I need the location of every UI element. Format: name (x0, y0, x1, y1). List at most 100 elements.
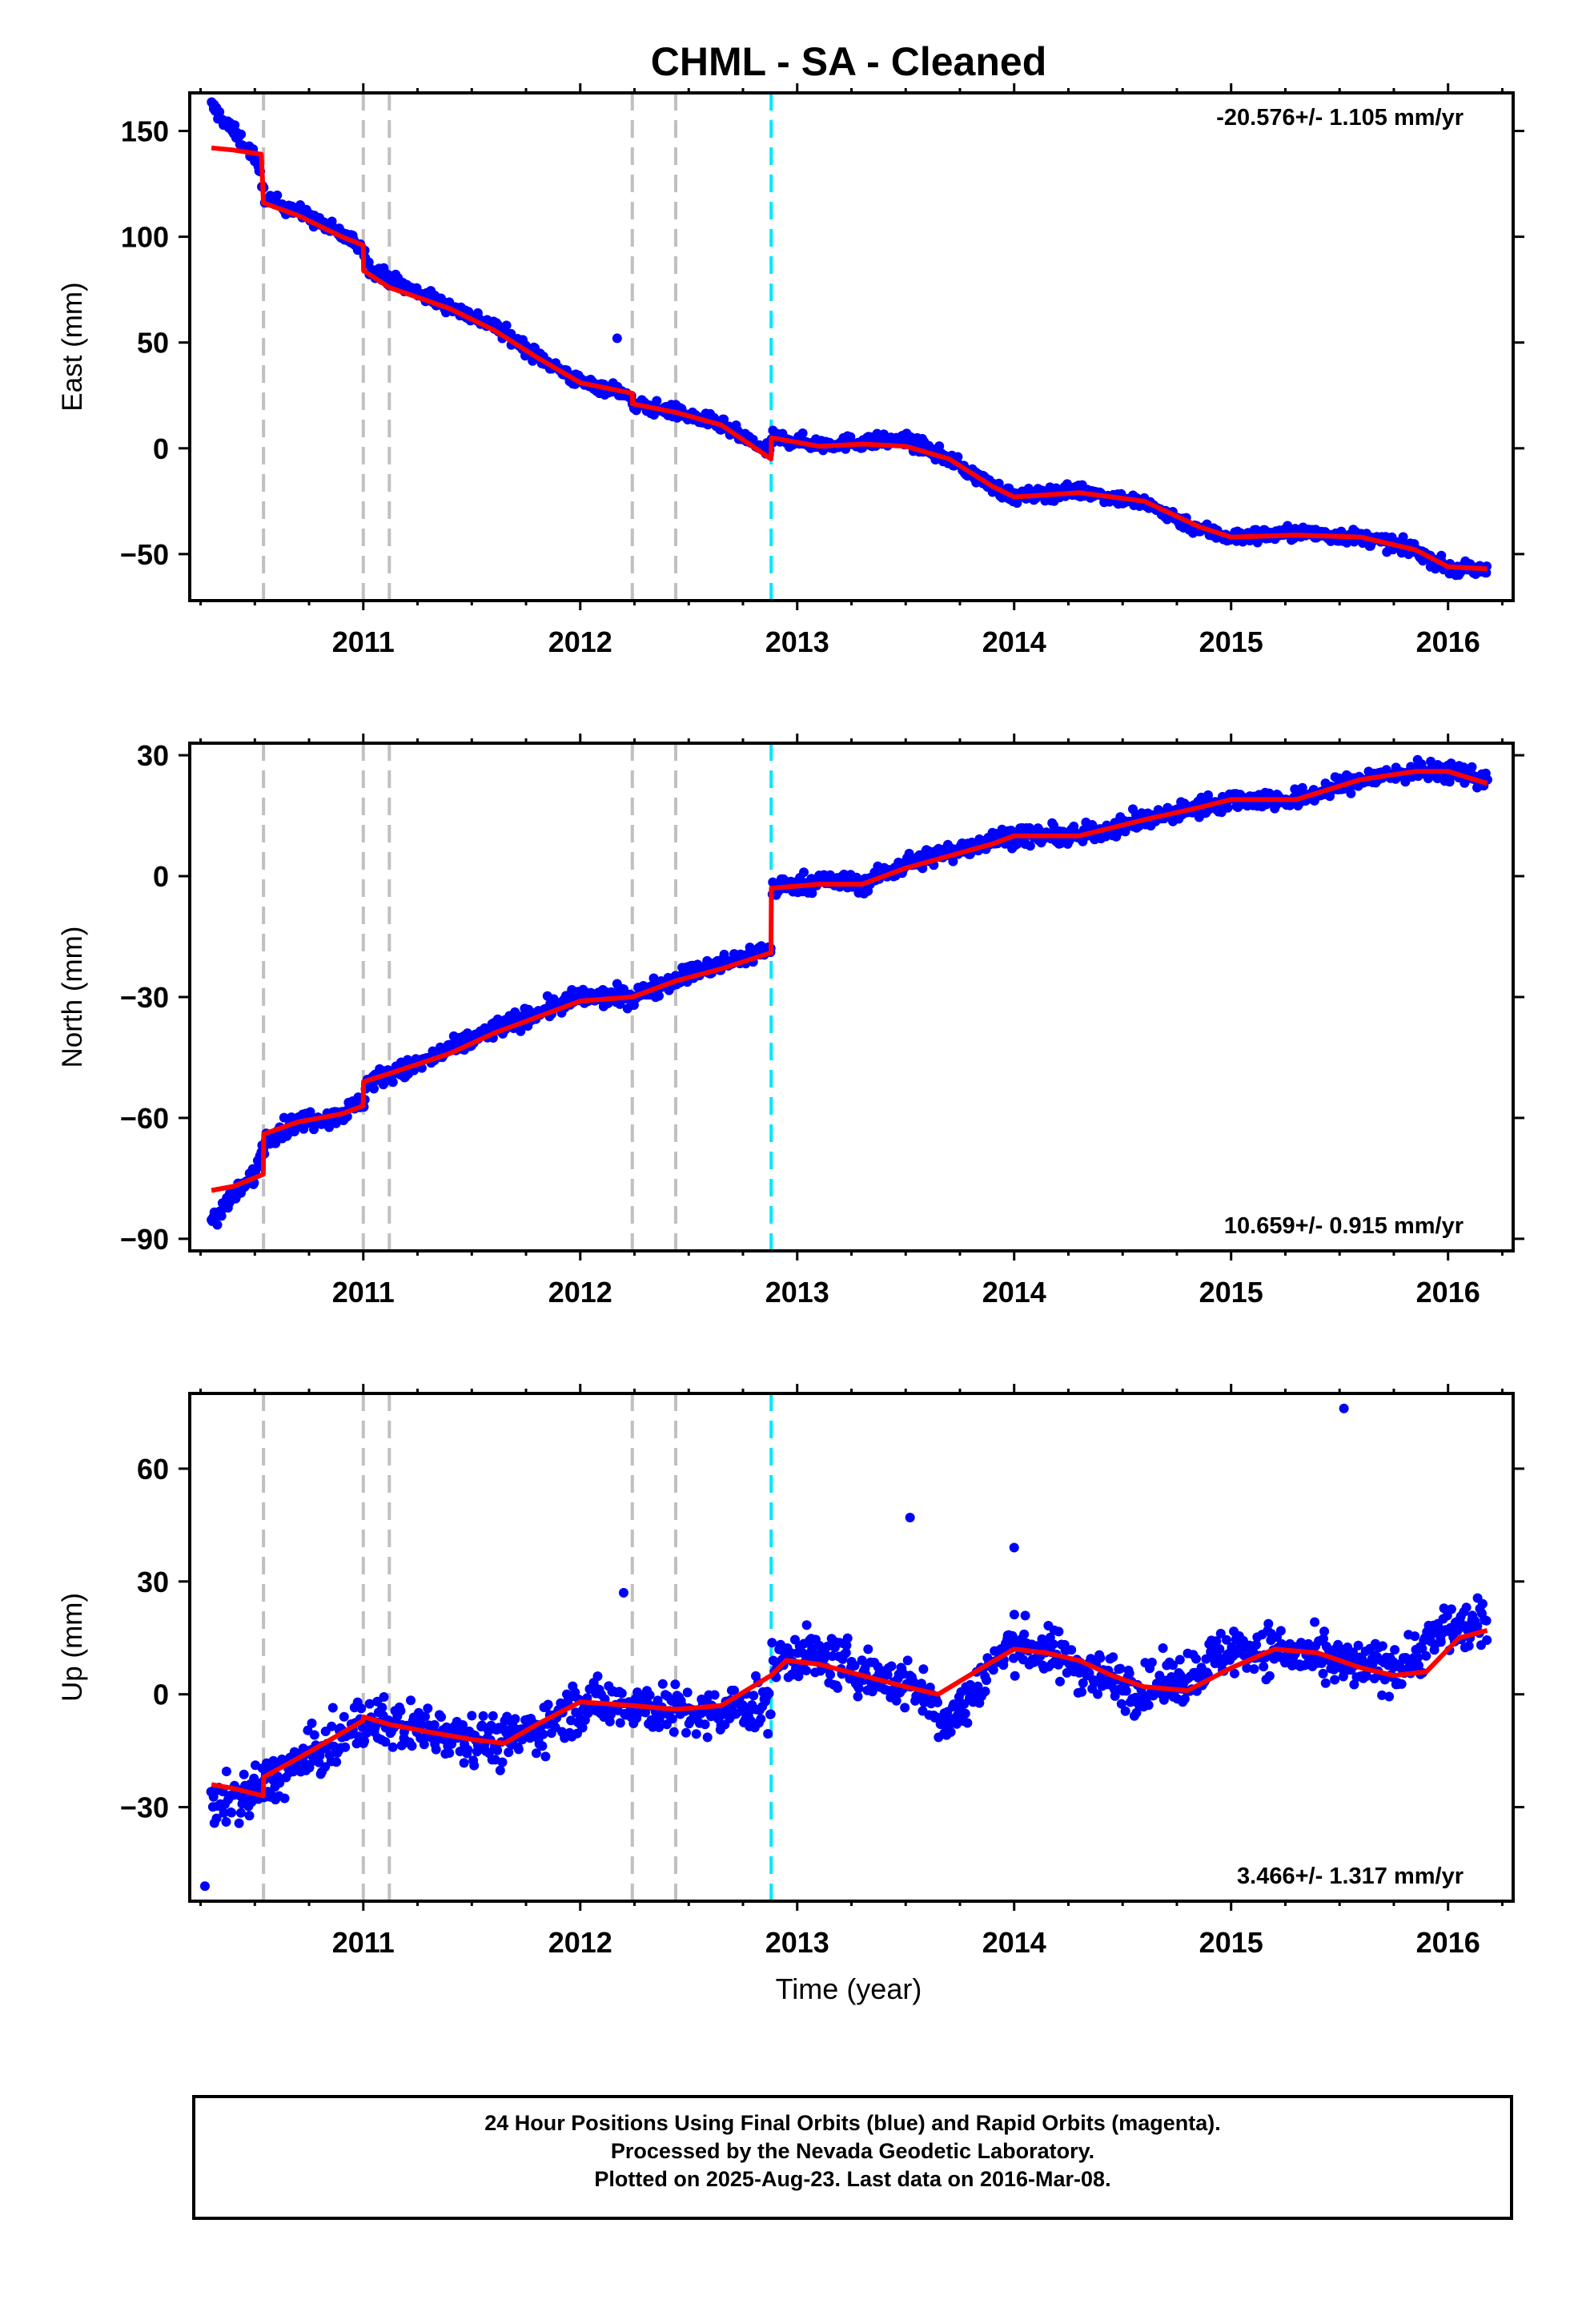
outlier-point (199, 1881, 210, 1892)
data-point (1413, 1652, 1423, 1663)
data-point (767, 1638, 777, 1648)
data-point (540, 1751, 551, 1762)
data-point (1310, 1617, 1320, 1627)
data-point (1078, 1678, 1088, 1688)
data-point (431, 1744, 441, 1755)
data-point (1377, 1690, 1387, 1700)
data-point (340, 1742, 351, 1752)
y-tick-label: 30 (137, 739, 169, 772)
x-tick-label: 2015 (1199, 1276, 1263, 1309)
data-point (719, 414, 729, 424)
data-point (469, 1760, 480, 1771)
data-point (359, 1736, 370, 1747)
data-point (577, 1723, 588, 1733)
data-point (849, 1660, 860, 1671)
data-point (1251, 1639, 1262, 1650)
data-point (1055, 1676, 1065, 1687)
data-point (801, 1620, 812, 1630)
data-point (1121, 1686, 1131, 1696)
x-tick-label: 2013 (765, 625, 829, 658)
data-point (416, 1719, 427, 1730)
data-point (1459, 762, 1469, 773)
data-point (458, 1720, 468, 1730)
data-point (1410, 1631, 1420, 1642)
y-tick-label: −30 (120, 981, 169, 1014)
data-point (244, 1811, 255, 1821)
data-point (1464, 1641, 1474, 1651)
data-point (857, 1655, 867, 1666)
data-point (1435, 1637, 1446, 1647)
data-point (691, 1729, 701, 1739)
data-point (1215, 1628, 1226, 1638)
data-point (315, 1751, 325, 1761)
data-point (1124, 1668, 1134, 1679)
data-point (799, 867, 809, 878)
data-point (212, 1220, 223, 1230)
x-tick-label: 2011 (332, 1276, 395, 1309)
data-point (1249, 1664, 1259, 1675)
data-point (1338, 1671, 1348, 1682)
data-point (853, 1683, 864, 1694)
model-line (211, 1628, 1488, 1799)
data-point (216, 1211, 227, 1221)
data-point (377, 1703, 387, 1713)
data-point (765, 1709, 776, 1719)
data-point (1143, 1700, 1154, 1711)
data-point (303, 1725, 313, 1735)
data-point (1349, 1679, 1359, 1690)
data-point (1010, 1671, 1020, 1681)
data-point (763, 1729, 773, 1739)
x-tick-label: 2012 (548, 1276, 612, 1309)
data-point (916, 1679, 926, 1689)
data-point (339, 1711, 349, 1722)
outlier-point (612, 333, 622, 344)
y-axis-label: East (mm) (57, 282, 88, 411)
data-point (1396, 1679, 1407, 1689)
data-point (841, 1647, 851, 1658)
data-point (1009, 1610, 1019, 1620)
data-point (749, 1691, 759, 1701)
data-point (1320, 1678, 1331, 1688)
y-tick-label: −90 (120, 1223, 169, 1256)
plot-panel-north: 2011 2012 2013 2014 2015 2016 −90 −60 −30 0 30 Nort… (57, 734, 1524, 1309)
data-point (1223, 802, 1233, 813)
plot-body (207, 93, 1492, 601)
y-tick-label: −30 (120, 1791, 169, 1824)
data-point (592, 1671, 603, 1682)
footer-line: Plotted on 2025-Aug-23. Last data on 201… (594, 2167, 1111, 2191)
data-points (207, 754, 1492, 1230)
data-point (1048, 1639, 1058, 1650)
rate-label: -20.576+/- 1.105 mm/yr (1216, 105, 1464, 131)
data-point (891, 1695, 901, 1706)
data-point (497, 1757, 508, 1767)
data-point (841, 1640, 852, 1651)
data-point (538, 1729, 548, 1739)
data-point (502, 1711, 512, 1722)
plot-body (207, 743, 1492, 1251)
data-point (1131, 1707, 1142, 1718)
data-point (756, 1714, 766, 1724)
data-point (356, 1703, 367, 1714)
data-point (537, 1741, 548, 1751)
data-point (652, 396, 662, 406)
data-point (327, 1703, 338, 1713)
data-point (364, 1699, 375, 1709)
x-tick-label: 2016 (1416, 1276, 1480, 1309)
data-point (419, 1739, 429, 1750)
y-axis-label: Up (mm) (57, 1593, 88, 1702)
data-point (478, 1711, 488, 1721)
data-point (807, 888, 817, 899)
data-point (644, 1690, 655, 1700)
y-tick-label: −50 (120, 538, 169, 571)
outlier-point (1339, 1403, 1349, 1413)
x-tick-label: 2011 (332, 1926, 395, 1959)
data-point (380, 1737, 391, 1747)
y-tick-label: 0 (153, 1679, 169, 1711)
data-point (239, 1769, 249, 1779)
data-point (842, 1633, 853, 1643)
x-tick-label: 2014 (982, 1276, 1046, 1309)
data-point (933, 1697, 943, 1707)
data-point (1108, 1652, 1118, 1663)
data-point (1482, 1635, 1492, 1645)
data-point (1259, 1662, 1269, 1672)
